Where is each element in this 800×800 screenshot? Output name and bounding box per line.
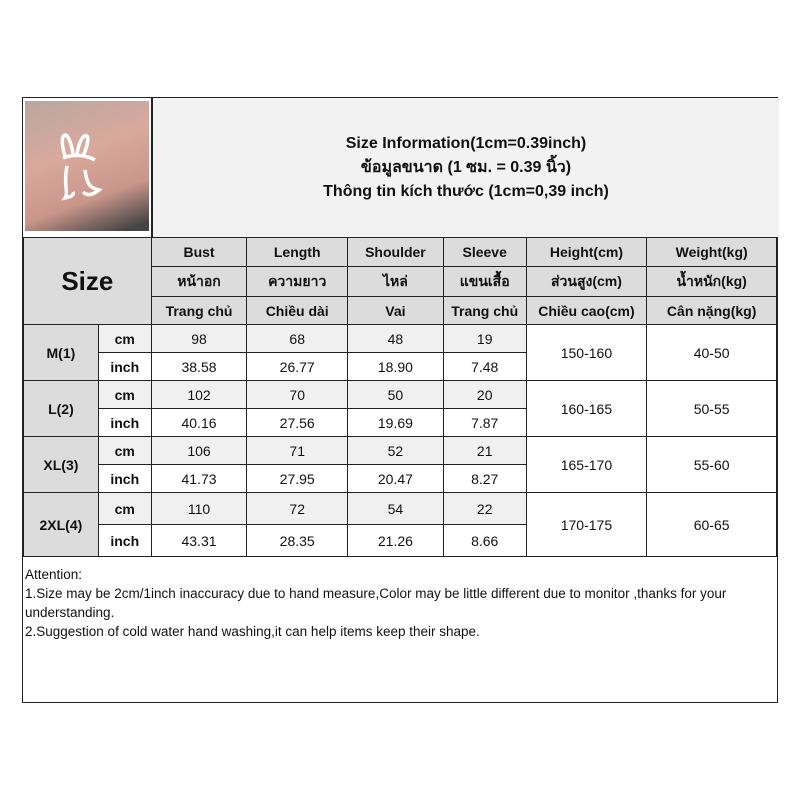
height-cell: 150-160 bbox=[525, 324, 648, 381]
measurement-cell: 21.26 bbox=[347, 524, 444, 557]
rabbit-print-icon bbox=[60, 133, 103, 201]
header-row-th: หน้าอก ความยาว ไหล่ แขนเสื้อ ส่วนสูง(cm) น้ำห… bbox=[24, 266, 777, 297]
measurement-cell: 70 bbox=[246, 380, 349, 409]
height-cell: 165-170 bbox=[525, 436, 648, 493]
measurement-cell: 52 bbox=[347, 436, 444, 465]
table-row: 2XL(4) cm 110 72 54 22 170-175 60-65 bbox=[23, 492, 777, 557]
measurement-cell: 38.58 bbox=[150, 352, 248, 381]
header-row-vi: Trang chủ Chiều dài Vai Trang chủ Chiều cao(… bbox=[24, 296, 777, 325]
column-header: Trang chủ bbox=[442, 296, 527, 325]
column-header: ส่วนสูง(cm) bbox=[525, 266, 648, 297]
measurement-cell: 72 bbox=[246, 492, 349, 525]
column-header: หน้าอก bbox=[150, 266, 248, 297]
measurement-cell: 21 bbox=[442, 436, 527, 465]
attention-note-1: 1.Size may be 2cm/1inch inaccuracy due t… bbox=[25, 586, 727, 620]
column-header: แขนเสื้อ bbox=[442, 266, 527, 297]
table-row: inch 41.73 27.95 20.47 8.27 bbox=[24, 464, 777, 493]
height-cell: 170-175 bbox=[525, 492, 648, 557]
product-photo bbox=[25, 101, 149, 231]
measurement-cell: 26.77 bbox=[246, 352, 349, 381]
measurement-cell: 54 bbox=[347, 492, 444, 525]
measurement-cell: 41.73 bbox=[150, 464, 248, 493]
measurement-cell: 48 bbox=[347, 324, 444, 353]
attention-title: Attention: bbox=[25, 567, 83, 582]
weight-cell: 55-60 bbox=[646, 436, 777, 493]
measurement-cell: 50 bbox=[347, 380, 444, 409]
measurement-cell: 98 bbox=[150, 324, 248, 353]
attention-notes: Attention: 1.Size may be 2cm/1inch inacc… bbox=[25, 565, 775, 641]
unit-label: cm bbox=[97, 492, 152, 525]
column-header: Weight(kg) bbox=[646, 237, 777, 267]
column-header: Length bbox=[246, 237, 349, 267]
column-header: Trang chủ bbox=[150, 296, 248, 325]
size-header: Size bbox=[23, 237, 152, 325]
table-row: inch 38.58 26.77 18.90 7.48 bbox=[24, 352, 777, 381]
column-header: น้ำหนัก(kg) bbox=[646, 266, 777, 297]
measurement-cell: 18.90 bbox=[347, 352, 444, 381]
column-header: Cân nặng(kg) bbox=[646, 296, 777, 325]
unit-label: inch bbox=[97, 524, 152, 557]
unit-label: cm bbox=[97, 436, 152, 465]
unit-label: cm bbox=[97, 380, 152, 409]
measurement-cell: 19 bbox=[442, 324, 527, 353]
measurement-cell: 27.95 bbox=[246, 464, 349, 493]
measurement-cell: 27.56 bbox=[246, 408, 349, 437]
size-chart: Size Information(1cm=0.39inch) ข้อมูลขนา… bbox=[22, 97, 779, 703]
attention-note-2: 2.Suggestion of cold water hand washing,… bbox=[25, 624, 480, 639]
column-header: ไหล่ bbox=[347, 266, 444, 297]
measurement-cell: 28.35 bbox=[246, 524, 349, 557]
header-row-en: Size Bust Length Shoulder Sleeve Height(cm) We… bbox=[23, 237, 777, 325]
header-block: Size Information(1cm=0.39inch) ข้อมูลขนา… bbox=[23, 98, 779, 239]
weight-cell: 50-55 bbox=[646, 380, 777, 437]
weight-cell: 60-65 bbox=[646, 492, 777, 557]
title-thai: ข้อมูลขนาด (1 ซม. = 0.39 นิ้ว) bbox=[360, 158, 572, 176]
table-row: M(1) cm 98 68 48 19 150-160 40-50 bbox=[23, 324, 777, 381]
measurement-cell: 7.48 bbox=[442, 352, 527, 381]
title-vietnamese: Thông tin kích thước (1cm=0,39 inch) bbox=[323, 182, 609, 200]
table-row: XL(3) cm 106 71 52 21 165-170 55-60 bbox=[23, 436, 777, 493]
column-header: Height(cm) bbox=[525, 237, 648, 267]
weight-cell: 40-50 bbox=[646, 324, 777, 381]
column-header: Chiều dài bbox=[246, 296, 349, 325]
size-label: XL(3) bbox=[23, 436, 99, 493]
measurement-cell: 43.31 bbox=[150, 524, 248, 557]
size-label: L(2) bbox=[23, 380, 99, 437]
measurement-cell: 19.69 bbox=[347, 408, 444, 437]
measurement-cell: 20.47 bbox=[347, 464, 444, 493]
measurement-cell: 110 bbox=[150, 492, 248, 525]
measurement-cell: 22 bbox=[442, 492, 527, 525]
size-label: 2XL(4) bbox=[23, 492, 99, 557]
title-english: Size Information(1cm=0.39inch) bbox=[345, 134, 587, 152]
table-row: inch 43.31 28.35 21.26 8.66 bbox=[24, 524, 777, 557]
measurement-cell: 20 bbox=[442, 380, 527, 409]
table-row: inch 40.16 27.56 19.69 7.87 bbox=[24, 408, 777, 437]
column-header: ความยาว bbox=[246, 266, 349, 297]
measurement-cell: 7.87 bbox=[442, 408, 527, 437]
measurement-cell: 40.16 bbox=[150, 408, 248, 437]
unit-label: cm bbox=[97, 324, 152, 353]
size-table: Size Bust Length Shoulder Sleeve Height(cm) We… bbox=[23, 237, 777, 557]
column-header: Sleeve bbox=[442, 237, 527, 267]
column-header: Vai bbox=[347, 296, 444, 325]
measurement-cell: 102 bbox=[150, 380, 248, 409]
column-header: Bust bbox=[150, 237, 248, 267]
measurement-cell: 106 bbox=[150, 436, 248, 465]
measurement-cell: 68 bbox=[246, 324, 349, 353]
measurement-cell: 71 bbox=[246, 436, 349, 465]
table-row: L(2) cm 102 70 50 20 160-165 50-55 bbox=[23, 380, 777, 437]
column-header: Chiều cao(cm) bbox=[525, 296, 648, 325]
unit-label: inch bbox=[97, 352, 152, 381]
size-label: M(1) bbox=[23, 324, 99, 381]
height-cell: 160-165 bbox=[525, 380, 648, 437]
column-header: Shoulder bbox=[347, 237, 444, 267]
unit-label: inch bbox=[97, 408, 152, 437]
measurement-cell: 8.27 bbox=[442, 464, 527, 493]
size-info-title: Size Information(1cm=0.39inch) ข้อมูลขนา… bbox=[151, 98, 779, 237]
measurement-cell: 8.66 bbox=[442, 524, 527, 557]
unit-label: inch bbox=[97, 464, 152, 493]
